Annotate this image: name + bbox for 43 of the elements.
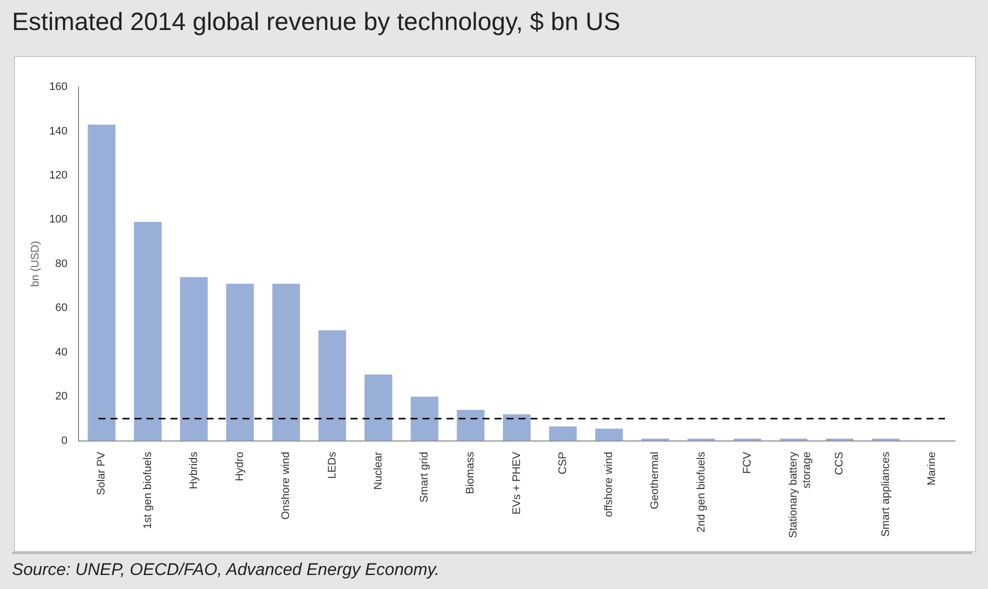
x-tick-label: Nuclear: [372, 451, 384, 490]
bar: [272, 284, 300, 441]
x-tick-label: CCS: [834, 452, 846, 476]
x-tick-label: 1st gen biofuels: [142, 451, 154, 529]
x-tick-label: Onshore wind: [280, 452, 292, 520]
y-tick-label: 40: [55, 346, 68, 358]
x-tick-label: Hydro: [234, 452, 246, 482]
bar: [595, 428, 623, 441]
bar: [134, 222, 162, 441]
x-tick-label: Smart grid: [418, 452, 431, 503]
x-tick-label: Geothermal: [649, 452, 662, 510]
x-tick-label: LEDs: [326, 451, 338, 479]
bar: [180, 277, 208, 441]
x-tick-label: Smart appliances: [880, 451, 892, 537]
y-tick-label: 0: [61, 434, 68, 447]
y-tick-label: 120: [49, 169, 68, 182]
x-tick-label: Biomass: [464, 451, 477, 494]
bar: [410, 396, 438, 441]
bar: [226, 284, 254, 441]
x-tick-label: Stationary battery storage: [788, 451, 813, 538]
x-tick-label: Marine: [926, 452, 938, 486]
bar: [549, 426, 577, 441]
y-tick-label: 160: [49, 81, 68, 94]
x-tick-label: Hybrids: [188, 451, 200, 490]
bar: [456, 410, 484, 441]
bar: [502, 414, 531, 441]
bar: [318, 330, 346, 441]
y-tick-label: 80: [55, 258, 68, 270]
y-tick-label: 100: [49, 214, 68, 226]
x-tick-label: offshore wind: [603, 452, 616, 518]
y-tick-label: 140: [49, 125, 68, 138]
x-tick-label: CSP: [556, 452, 569, 474]
source-note: Source: UNEP, OECD/FAO, Advanced Energy Economy.: [12, 552, 972, 580]
x-tick-label: 2nd gen biofuels: [695, 451, 708, 533]
x-tick-label: Solar PV: [96, 451, 108, 496]
bar: [364, 374, 392, 441]
x-tick-label: EVs + PHEV: [510, 451, 523, 514]
y-axis-title: bn (USD): [30, 240, 42, 287]
x-tick-label: FCV: [741, 451, 754, 474]
bar: [88, 124, 116, 441]
chart-title: Estimated 2014 global revenue by technology, $ bn US: [12, 8, 620, 37]
y-tick-label: 60: [55, 302, 68, 314]
y-tick-label: 20: [55, 390, 68, 403]
